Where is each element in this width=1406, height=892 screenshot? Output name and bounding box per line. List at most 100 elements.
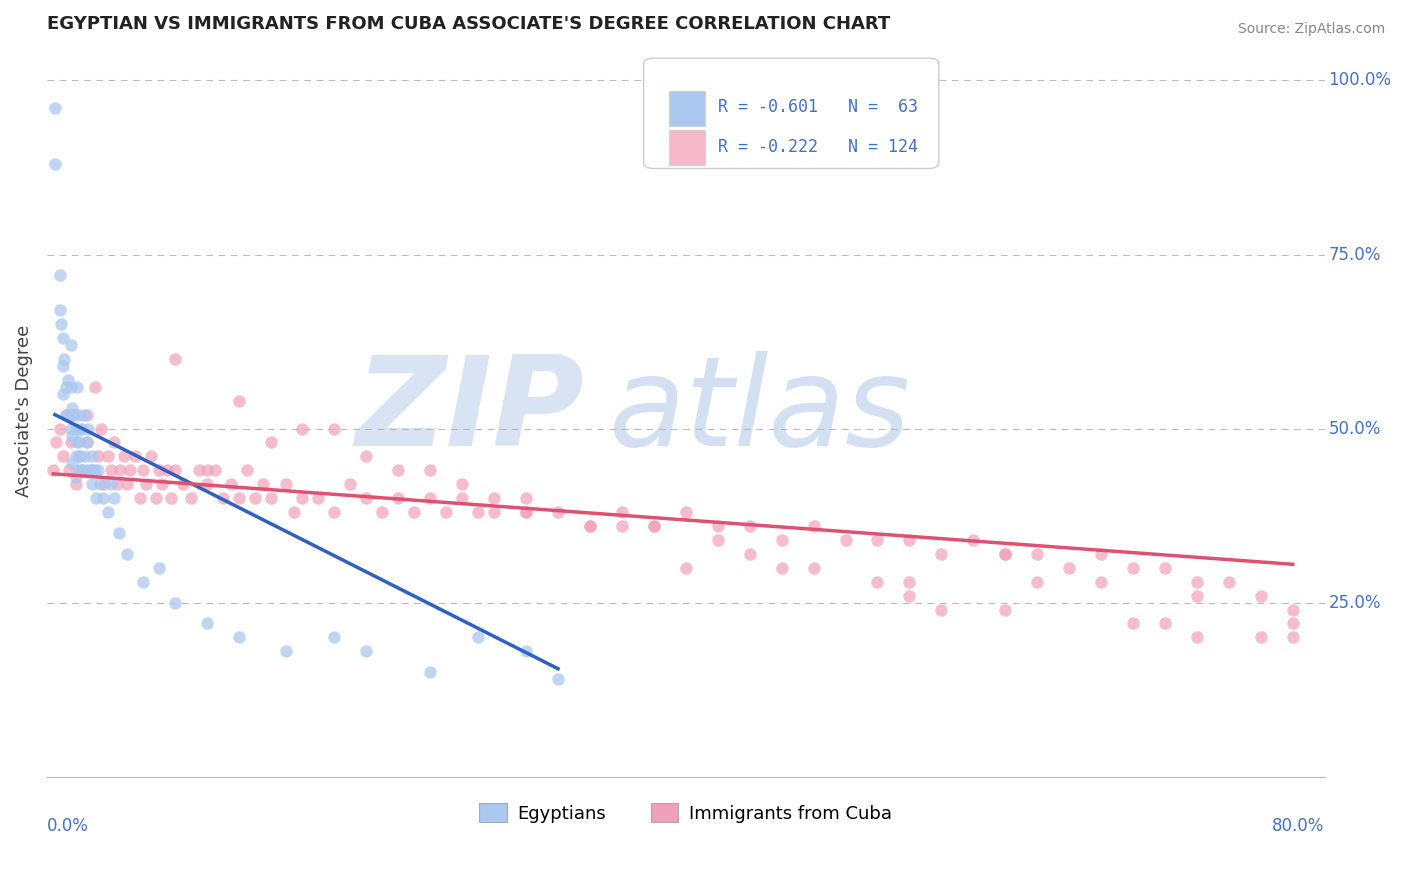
Point: [69, 421, 91, 435]
Point: [706, 519, 728, 533]
Point: [387, 463, 409, 477]
Point: [107, 526, 129, 541]
Point: [97, 505, 120, 519]
Point: [66, 380, 89, 394]
Point: [63, 408, 86, 422]
Point: [339, 477, 361, 491]
Point: [371, 505, 394, 519]
Point: [58, 463, 80, 477]
Point: [243, 491, 266, 505]
Point: [51, 317, 73, 331]
Text: EGYPTIAN VS IMMIGRANTS FROM CUBA ASSOCIATE'S DEGREE CORRELATION CHART: EGYPTIAN VS IMMIGRANTS FROM CUBA ASSOCIA…: [46, 15, 890, 33]
Text: R = -0.601   N =  63: R = -0.601 N = 63: [717, 98, 918, 116]
Text: Source: ZipAtlas.com: Source: ZipAtlas.com: [1237, 22, 1385, 37]
Point: [70, 421, 93, 435]
Point: [44, 157, 66, 171]
Point: [866, 574, 889, 589]
Point: [66, 435, 89, 450]
Bar: [669, 91, 704, 126]
Point: [97, 450, 120, 464]
Point: [323, 505, 346, 519]
Point: [482, 505, 505, 519]
Point: [1281, 616, 1303, 631]
Point: [898, 533, 921, 547]
Point: [866, 533, 889, 547]
Point: [356, 450, 378, 464]
Point: [404, 505, 426, 519]
Point: [738, 519, 761, 533]
Point: [76, 463, 98, 477]
Point: [132, 574, 155, 589]
Point: [994, 547, 1017, 561]
Point: [994, 602, 1017, 616]
Point: [90, 421, 112, 435]
Point: [1154, 616, 1177, 631]
Point: [163, 463, 186, 477]
Point: [419, 491, 441, 505]
Point: [135, 477, 157, 491]
Point: [150, 477, 173, 491]
Point: [65, 470, 87, 484]
Point: [1026, 547, 1049, 561]
Point: [62, 456, 84, 470]
Point: [42, 463, 65, 477]
Point: [675, 505, 697, 519]
Point: [467, 505, 489, 519]
Point: [148, 561, 170, 575]
Point: [291, 421, 314, 435]
Point: [187, 463, 209, 477]
Point: [1154, 561, 1177, 575]
Point: [898, 589, 921, 603]
Point: [994, 547, 1017, 561]
Point: [59, 421, 82, 435]
Point: [172, 477, 194, 491]
Text: R = -0.222   N = 124: R = -0.222 N = 124: [717, 138, 918, 156]
Point: [387, 491, 409, 505]
Point: [1026, 574, 1049, 589]
Point: [45, 435, 67, 450]
Point: [834, 533, 856, 547]
Point: [52, 450, 75, 464]
Point: [931, 602, 953, 616]
Point: [103, 435, 125, 450]
Text: 80.0%: 80.0%: [1272, 817, 1324, 835]
Point: [803, 561, 825, 575]
Point: [52, 386, 75, 401]
Point: [83, 380, 105, 394]
Point: [1218, 574, 1240, 589]
Point: [307, 491, 329, 505]
Point: [80, 477, 103, 491]
Point: [259, 435, 281, 450]
Point: [235, 463, 257, 477]
Point: [70, 463, 93, 477]
Point: [44, 101, 66, 115]
Point: [195, 616, 218, 631]
Point: [276, 644, 298, 658]
Point: [419, 665, 441, 680]
Point: [610, 505, 633, 519]
Text: 50.0%: 50.0%: [1329, 419, 1381, 438]
Point: [323, 631, 346, 645]
Point: [59, 435, 82, 450]
Point: [434, 505, 457, 519]
Point: [228, 491, 250, 505]
Point: [283, 505, 305, 519]
Point: [163, 351, 186, 366]
Point: [803, 519, 825, 533]
Point: [118, 463, 141, 477]
Point: [706, 533, 728, 547]
Point: [100, 477, 122, 491]
Point: [65, 421, 87, 435]
Point: [180, 491, 202, 505]
Bar: [669, 130, 704, 165]
Point: [1057, 561, 1080, 575]
Point: [1250, 631, 1272, 645]
Point: [547, 505, 569, 519]
Point: [643, 519, 665, 533]
Point: [163, 596, 186, 610]
Point: [1185, 589, 1208, 603]
Point: [79, 463, 101, 477]
Point: [467, 631, 489, 645]
Text: atlas: atlas: [609, 351, 911, 472]
Point: [62, 408, 84, 422]
